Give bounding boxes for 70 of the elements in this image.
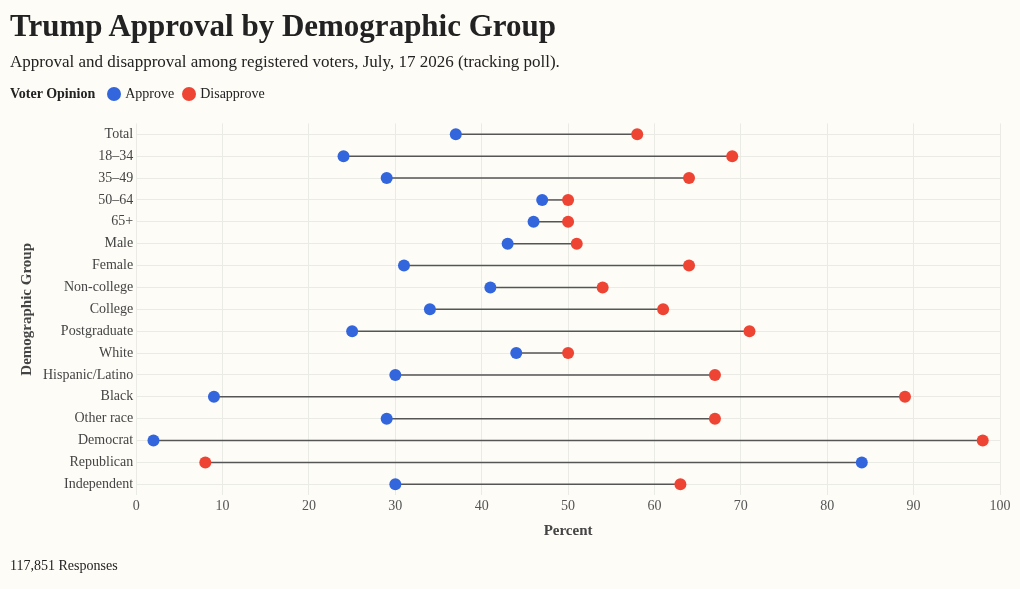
point xyxy=(855,456,868,469)
point xyxy=(199,456,212,469)
x-tick-label: 30 xyxy=(388,498,403,514)
point xyxy=(207,390,220,403)
x-tick-label: 90 xyxy=(906,498,921,514)
y-tick-label: Male xyxy=(104,235,134,251)
y-tick-label: White xyxy=(98,344,134,360)
y-axis-title: Demographic Group xyxy=(17,242,34,376)
y-tick-label: Other race xyxy=(74,410,134,426)
point xyxy=(674,478,687,491)
x-tick-label: 40 xyxy=(474,498,489,514)
x-tick-label: 0 xyxy=(132,498,140,514)
y-tick-label: Female xyxy=(91,257,134,273)
point xyxy=(683,172,696,185)
point xyxy=(898,390,911,403)
x-tick-label: 20 xyxy=(301,498,316,514)
y-tick-label: Black xyxy=(100,388,134,404)
point xyxy=(726,150,739,163)
y-tick-label: Independent xyxy=(64,475,134,491)
y-tick-label: 50–64 xyxy=(98,191,134,207)
x-tick-label: 70 xyxy=(733,498,748,514)
point xyxy=(449,128,462,141)
point xyxy=(510,347,523,360)
point xyxy=(570,237,583,250)
y-tick-label: 65+ xyxy=(111,213,134,229)
point xyxy=(562,193,575,206)
point xyxy=(346,325,359,338)
y-tick-label: Total xyxy=(104,126,134,142)
point xyxy=(562,347,575,360)
point xyxy=(976,434,989,447)
point xyxy=(423,303,436,316)
x-tick-label: 100 xyxy=(989,498,1011,514)
x-tick-label: 10 xyxy=(215,498,230,514)
legend-label: Approve xyxy=(125,86,175,102)
y-tick-label: Non-college xyxy=(64,279,134,295)
point xyxy=(683,259,696,272)
x-tick-label: 60 xyxy=(647,498,662,514)
point xyxy=(397,259,410,272)
y-tick-label: College xyxy=(89,300,134,316)
x-axis-title: Percent xyxy=(543,521,593,538)
point xyxy=(708,412,721,425)
legend-title: Voter Opinion xyxy=(10,86,96,102)
point xyxy=(389,368,402,381)
y-tick-label: Postgraduate xyxy=(60,322,134,338)
legend-label: Disapprove xyxy=(200,86,265,102)
y-tick-label: Republican xyxy=(69,454,134,470)
point xyxy=(596,281,609,294)
point xyxy=(380,412,393,425)
point xyxy=(501,237,514,250)
y-tick-label: 35–49 xyxy=(98,169,134,185)
point xyxy=(562,215,575,228)
y-tick-label: Hispanic/Latino xyxy=(43,366,134,382)
point xyxy=(389,478,402,491)
point xyxy=(147,434,160,447)
point xyxy=(631,128,644,141)
x-tick-label: 50 xyxy=(561,498,576,514)
y-tick-label: Democrat xyxy=(78,432,134,448)
point xyxy=(484,281,497,294)
y-tick-label: 18–34 xyxy=(98,147,134,163)
text: 117,851 Responses xyxy=(10,558,118,574)
point xyxy=(536,193,549,206)
x-tick-label: 80 xyxy=(820,498,835,514)
point xyxy=(743,325,756,338)
point xyxy=(527,215,540,228)
chart-subtitle: Approval and disapproval among registered voters, July, 17 2026 (tracking poll). xyxy=(10,52,560,72)
point xyxy=(337,150,350,163)
point xyxy=(657,303,670,316)
point xyxy=(708,368,721,381)
chart-title: Trump Approval by Demographic Group xyxy=(10,8,557,44)
point xyxy=(380,172,393,185)
